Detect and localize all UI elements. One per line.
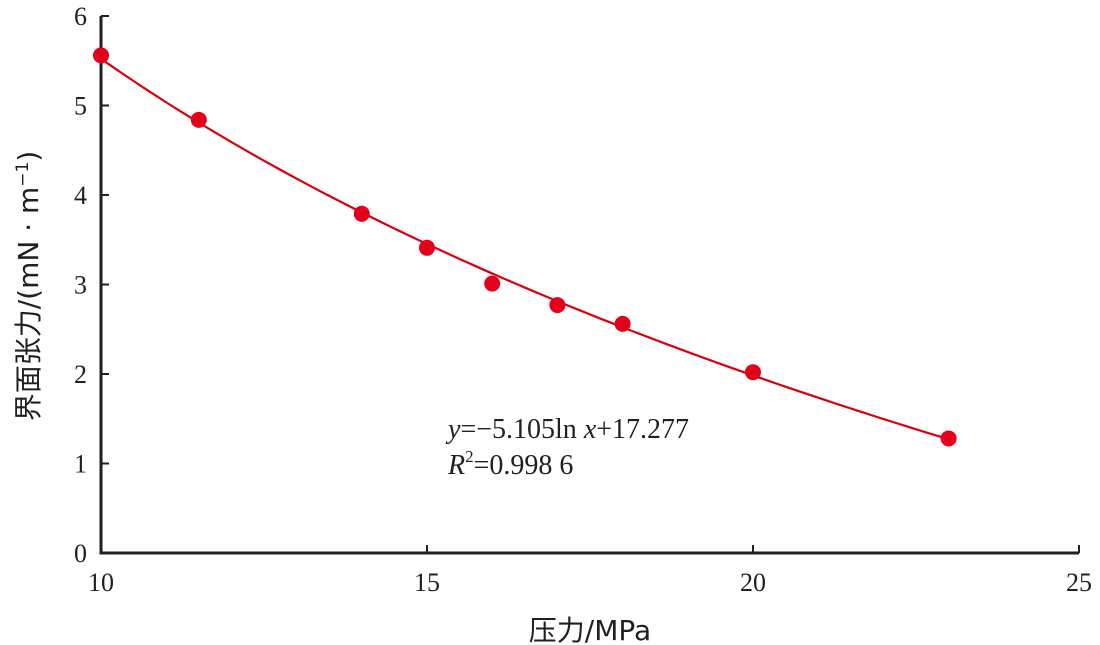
r-symbol: R [447,450,465,481]
fit-curve [100,57,949,441]
eq-coefficients: =−5.105ln [460,414,583,445]
x-axis-title: 压力/MPa [529,614,651,645]
fit-layer [100,57,949,441]
eq-intercept: +17.277 [596,414,689,445]
y-axis-title-main: 界面张力/(mN · m [12,187,45,422]
axes: 0 1 2 3 4 5 6 10 15 20 25 [74,2,1092,597]
y-tick-label: 2 [74,360,87,389]
data-point [940,430,957,447]
y-tick-label: 6 [74,2,87,31]
r-value: =0.998 6 [474,450,574,481]
y-axis-title: 界面张力/(mN · m−1) [12,151,45,422]
y-axis-title-sup: −1 [13,162,33,187]
data-point [419,239,435,256]
eq-y-symbol: y [445,414,461,445]
x-tick-label: 10 [88,568,114,597]
y-tick-label: 3 [74,271,87,300]
fit-equation: y=−5.105ln x+17.277 [445,414,689,445]
data-point [549,297,566,314]
y-tick-label: 5 [74,92,87,121]
y-tick-label: 0 [74,539,87,568]
data-point [745,364,761,381]
r-superscript: 2 [465,447,474,466]
eq-x-symbol: x [583,414,597,445]
x-tick-label: 15 [414,568,440,597]
data-point [190,111,207,128]
x-tick-label: 20 [740,568,766,597]
y-axis-title-close: ) [12,151,45,162]
data-point [93,47,109,64]
y-tick-label: 4 [74,181,87,210]
data-point [484,275,501,292]
points-layer [93,47,957,447]
r-squared: R2=0.998 6 [447,447,573,481]
y-tick-label: 1 [74,450,87,479]
data-point [614,315,631,332]
x-tick-label: 25 [1066,568,1092,597]
data-point [353,205,370,222]
